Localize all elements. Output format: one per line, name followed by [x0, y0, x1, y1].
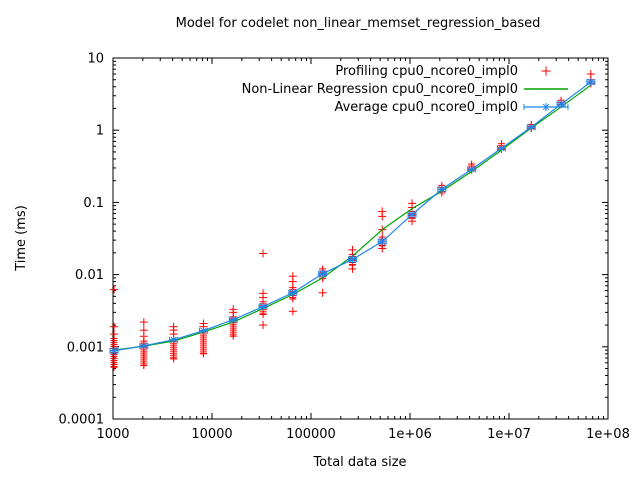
- y-tick-label: 0.0001: [59, 413, 105, 428]
- x-tick-label: 1e+07: [487, 427, 531, 442]
- average-point: [468, 166, 475, 173]
- average-point: [110, 347, 118, 354]
- x-tick-label: 1e+06: [388, 427, 432, 442]
- y-tick-label: 10: [87, 52, 104, 67]
- x-tick-label: 1e+08: [586, 427, 630, 442]
- average-point: [379, 238, 386, 245]
- legend-label-average: Average cpu0_ncore0_impl0: [334, 100, 518, 115]
- y-tick-label: 0.01: [75, 268, 104, 283]
- x-axis-label: Total data size: [312, 455, 406, 470]
- x-tick-label: 10000: [191, 427, 232, 442]
- average-point: [140, 342, 147, 350]
- average-point: [200, 327, 207, 334]
- plot-area: 1000 10000 100000 1e+06 1e+07 1e+08 10 1 0.1 0.01…: [59, 52, 630, 443]
- y-tick-label: 0.001: [67, 340, 104, 355]
- average-line: [113, 81, 592, 352]
- average-point: [438, 186, 445, 193]
- average-point: [349, 256, 356, 263]
- average-point: [259, 303, 267, 310]
- x-tick-label: 1000: [96, 427, 129, 442]
- legend-label-profiling: Profiling cpu0_ncore0_impl0: [335, 64, 518, 79]
- average-point: [230, 316, 237, 323]
- regression-line: [113, 84, 592, 351]
- average-point: [498, 145, 505, 152]
- x-tick-label: 100000: [286, 427, 336, 442]
- y-tick-label: 1: [96, 124, 104, 139]
- y-axis-label: Time (ms): [14, 205, 29, 272]
- average-point: [408, 211, 416, 218]
- plot-border: [112, 57, 609, 420]
- average-point: [587, 78, 595, 86]
- average-point: [170, 336, 177, 343]
- y-tick-label: 0.1: [83, 196, 104, 211]
- chart-title: Model for codelet non_linear_memset_regr…: [176, 16, 541, 31]
- legend-sample-average: [542, 103, 550, 111]
- average-point: [557, 100, 565, 108]
- legend-label-regression: Non-Linear Regression cpu0_ncore0_impl0: [242, 82, 518, 97]
- average-point: [319, 270, 326, 277]
- average-point: [289, 289, 296, 296]
- average-point: [528, 124, 535, 131]
